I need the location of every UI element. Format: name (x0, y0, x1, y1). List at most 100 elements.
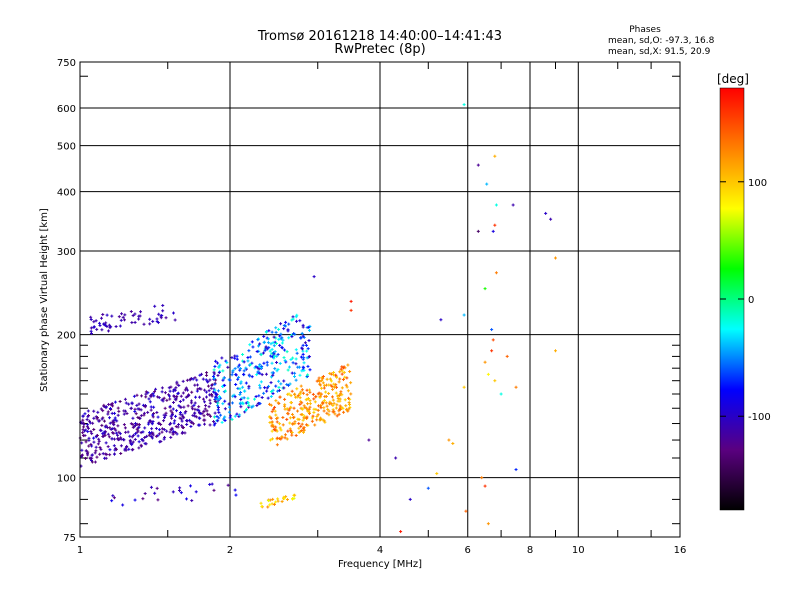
data-point (245, 381, 247, 385)
data-point (132, 314, 134, 318)
data-point (184, 388, 186, 392)
data-point (271, 437, 273, 441)
data-point (319, 392, 321, 396)
data-point (321, 375, 323, 379)
data-point (293, 406, 295, 410)
data-point (239, 387, 241, 391)
data-point (160, 316, 162, 320)
data-point (194, 407, 196, 411)
data-point (94, 460, 96, 464)
data-point (338, 380, 340, 384)
data-point (288, 322, 290, 326)
data-point (248, 405, 250, 409)
data-point (95, 445, 97, 449)
data-point (140, 414, 142, 418)
data-point (244, 410, 246, 414)
data-point (335, 385, 337, 389)
data-point (173, 430, 175, 434)
data-point (150, 419, 152, 423)
data-point (318, 391, 320, 395)
data-point (90, 329, 92, 333)
data-point (337, 399, 339, 403)
data-point (291, 412, 293, 416)
data-point (141, 437, 143, 441)
data-point (82, 414, 84, 418)
data-point (271, 330, 273, 334)
data-point (298, 426, 300, 430)
data-point (257, 401, 259, 405)
data-point (98, 437, 100, 441)
data-point (132, 422, 134, 426)
data-point (259, 342, 261, 346)
data-point (98, 439, 100, 443)
data-point (278, 327, 280, 331)
data-point (80, 455, 82, 459)
data-point (222, 378, 224, 382)
data-point (145, 442, 147, 446)
data-point (161, 386, 163, 390)
data-point (267, 505, 269, 509)
data-point (180, 491, 182, 495)
data-point (343, 365, 345, 369)
data-point (277, 499, 279, 503)
data-point (266, 336, 268, 340)
data-point (339, 397, 341, 401)
data-point (166, 429, 168, 433)
data-point (440, 318, 442, 322)
data-point (283, 386, 285, 390)
data-point (368, 438, 370, 442)
data-point (228, 402, 230, 406)
data-point (484, 287, 486, 291)
data-point (303, 404, 305, 408)
data-point (335, 406, 337, 410)
data-point (335, 391, 337, 395)
data-point (90, 331, 92, 335)
data-point (248, 386, 250, 390)
data-point (139, 314, 141, 318)
data-point (199, 373, 201, 377)
data-point (299, 319, 301, 323)
data-point (93, 320, 95, 324)
data-point (223, 376, 225, 380)
data-point (152, 319, 154, 323)
data-point (339, 370, 341, 374)
data-point (302, 407, 304, 411)
data-point (229, 378, 231, 382)
data-point (173, 394, 175, 398)
data-point (319, 379, 321, 383)
data-point (309, 390, 311, 394)
data-point (211, 394, 213, 398)
data-point (96, 433, 98, 437)
data-point (165, 411, 167, 415)
data-point (243, 360, 245, 364)
data-point (281, 341, 283, 345)
data-point (311, 419, 313, 423)
data-point (293, 496, 295, 500)
data-point (215, 397, 217, 401)
data-point (129, 439, 131, 443)
data-point (228, 410, 230, 414)
data-point (162, 399, 164, 403)
data-point (204, 400, 206, 404)
data-point (448, 438, 450, 442)
data-point (177, 425, 179, 429)
data-point (195, 395, 197, 399)
data-point (124, 318, 126, 322)
data-point (130, 407, 132, 411)
data-point (269, 415, 271, 419)
data-point (280, 322, 282, 326)
data-point (118, 409, 120, 413)
data-point (303, 336, 305, 340)
data-point (211, 482, 213, 486)
data-point (395, 456, 397, 460)
data-point (342, 378, 344, 382)
data-point (427, 486, 429, 490)
data-point (136, 393, 138, 397)
data-point (494, 223, 496, 227)
data-point (149, 431, 151, 435)
data-point (202, 377, 204, 381)
data-point (247, 396, 249, 400)
data-point (134, 498, 136, 502)
y-tick-label: 750 (57, 58, 76, 69)
